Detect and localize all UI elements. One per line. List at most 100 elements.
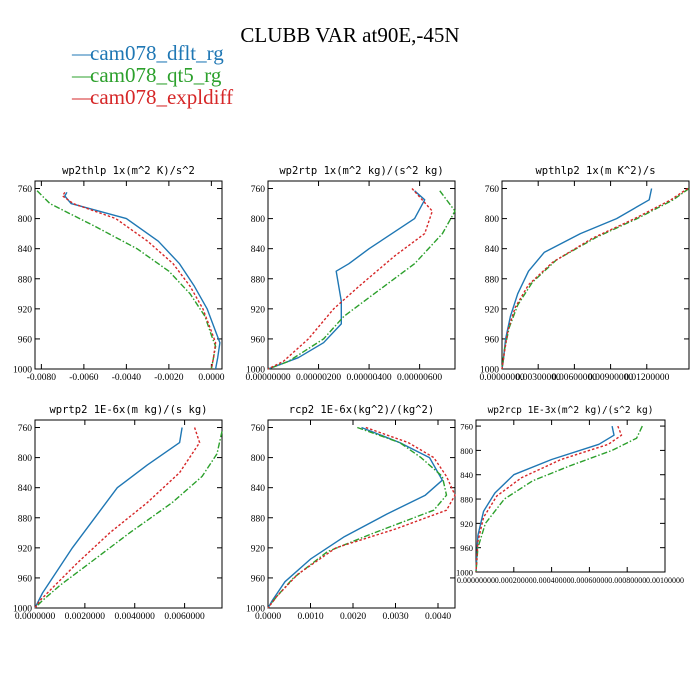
panel-4: wprtp2 1E-6x(m kg)/(s kg) 760 800 840 880 920… — [13, 404, 223, 622]
series-line-cam078_qt5_rg — [267, 426, 448, 609]
y-tick-label: 840 — [18, 245, 33, 255]
x-tick-label: 0.00000200 — [296, 373, 341, 383]
y-tick-label: 760 — [251, 185, 266, 195]
y-tick-label: 880 — [485, 275, 500, 285]
series-line-cam078_qt5_rg — [36, 190, 217, 370]
series-line-cam078_expldiff — [267, 426, 456, 609]
x-tick-label: 0.00020000 — [495, 576, 533, 585]
series-line-cam078_dflt_rg — [267, 190, 426, 370]
x-tick-label: 0.0020000 — [65, 612, 106, 622]
y-tick-label: 920 — [251, 305, 266, 315]
panel-3: wpthlp2 1x(m K^2)/s 760 800 840 880 920 960 100… — [479, 165, 690, 383]
y-tick-label: 840 — [251, 245, 266, 255]
x-tick-label: 0.0030 — [382, 612, 408, 622]
x-tick-label: 0.00000000 — [457, 576, 495, 585]
panel-title: wp2rcp 1E-3x(m^2 kg)/(s^2 kg) — [488, 405, 654, 416]
series-line-cam078_expldiff — [61, 191, 217, 370]
y-tick-label: 920 — [251, 544, 266, 554]
x-tick-label: 0.0060000 — [164, 612, 205, 622]
y-tick-label: 760 — [18, 424, 33, 434]
panel-2: wp2rtp 1x(m^2 kg)/(s^2 kg) 760 800 840 880 92… — [245, 165, 456, 383]
x-tick-label: 0.00080000 — [608, 576, 646, 585]
plot-frame — [267, 180, 456, 370]
panel-6: wp2rcp 1E-3x(m^2 kg)/(s^2 kg) 760 800 840 88… — [456, 405, 684, 585]
y-tick-label: 760 — [485, 185, 500, 195]
panel-1: wp2thlp 1x(m^2 K)/s^2 760 800 840 880 920 960 1… — [13, 165, 225, 383]
legend-dash-3: — — [71, 85, 94, 109]
y-tick-label: 1000 — [246, 605, 265, 615]
legend-dash-1: — — [71, 41, 94, 65]
x-tick-label: 0.00000000 — [245, 373, 290, 383]
plot-frame — [475, 419, 666, 573]
x-tick-label: 0.00060000 — [570, 576, 608, 585]
y-tick-label: 800 — [18, 454, 33, 464]
plot-frame — [267, 419, 456, 609]
y-tick-label: 880 — [251, 275, 266, 285]
x-tick-label: 0.0020 — [340, 612, 366, 622]
plot-frame — [501, 180, 690, 370]
x-tick-label: 0.0000 — [255, 612, 281, 622]
x-tick-label: 0.0000000 — [15, 612, 56, 622]
y-tick-label: 840 — [485, 245, 500, 255]
series-line-cam078_dflt_rg — [267, 426, 443, 609]
series-line-cam078_expldiff — [475, 425, 623, 573]
panel-title: wp2thlp 1x(m^2 K)/s^2 — [62, 165, 195, 177]
y-tick-label: 880 — [18, 514, 33, 524]
x-tick-label: -0.0080 — [27, 373, 57, 383]
series-line-cam078_dflt_rg — [34, 427, 183, 609]
x-tick-label: 0.0010 — [297, 612, 323, 622]
y-tick-label: 840 — [18, 484, 33, 494]
y-tick-label: 800 — [18, 215, 33, 225]
series-line-cam078_expldiff — [501, 187, 689, 370]
series-line-cam078_qt5_rg — [501, 187, 690, 370]
series-line-cam078_expldiff — [267, 188, 433, 370]
panel-title: wp2rtp 1x(m^2 kg)/(s^2 kg) — [279, 165, 443, 177]
y-tick-label: 840 — [460, 470, 473, 480]
y-tick-label: 1000 — [13, 605, 32, 615]
y-tick-label: 960 — [460, 543, 473, 553]
plot-frame — [34, 180, 223, 370]
x-tick-label: 0.00600000 — [552, 373, 597, 383]
y-tick-label: 840 — [251, 484, 266, 494]
y-tick-label: 760 — [18, 185, 33, 195]
y-tick-label: 800 — [485, 215, 500, 225]
y-tick-label: 1000 — [480, 366, 499, 376]
y-tick-label: 920 — [485, 305, 500, 315]
y-tick-label: 1000 — [246, 366, 265, 376]
y-tick-label: 880 — [18, 275, 33, 285]
legend-label-expldiff: cam078_expldiff — [90, 85, 233, 109]
x-tick-label: 0.0040000 — [115, 612, 156, 622]
y-tick-label: 760 — [460, 422, 473, 432]
y-tick-label: 960 — [251, 335, 266, 345]
x-tick-label: 0.0040 — [425, 612, 451, 622]
y-tick-label: 800 — [251, 454, 266, 464]
panels: wp2thlp 1x(m^2 K)/s^2 760 800 840 880 920 960 1… — [13, 165, 690, 622]
y-tick-label: 800 — [251, 215, 266, 225]
series-line-cam078_qt5_rg — [267, 190, 456, 370]
plot-frame — [34, 419, 223, 609]
y-tick-label: 800 — [460, 446, 473, 456]
x-tick-label: 0.00040000 — [533, 576, 571, 585]
y-tick-label: 880 — [251, 514, 266, 524]
y-tick-label: 1000 — [456, 568, 473, 578]
y-tick-label: 920 — [18, 544, 33, 554]
figure-title: CLUBB VAR at90E,-45N — [240, 23, 459, 47]
x-tick-label: -0.0060 — [69, 373, 99, 383]
series-line-cam078_dflt_rg — [501, 188, 653, 370]
x-tick-label: 0.00000000 — [479, 373, 524, 383]
x-tick-label: 0.00000400 — [347, 373, 392, 383]
x-tick-label: -0.0040 — [112, 373, 142, 383]
panel-title: wprtp2 1E-6x(m kg)/(s kg) — [49, 404, 207, 416]
y-tick-label: 960 — [251, 574, 266, 584]
panel-5: rcp2 1E-6x(kg^2)/(kg^2) 760 800 840 880 920 96… — [246, 404, 456, 622]
series-line-cam078_dflt_rg — [64, 191, 221, 370]
y-tick-label: 920 — [18, 305, 33, 315]
y-tick-label: 960 — [18, 574, 33, 584]
x-tick-label: 0.00000600 — [397, 373, 442, 383]
y-tick-label: 1000 — [13, 366, 32, 376]
y-tick-label: 960 — [485, 335, 500, 345]
x-tick-label: -0.0020 — [154, 373, 184, 383]
series-line-cam078_qt5_rg — [34, 431, 223, 609]
panel-title: wpthlp2 1x(m K^2)/s — [535, 165, 655, 177]
